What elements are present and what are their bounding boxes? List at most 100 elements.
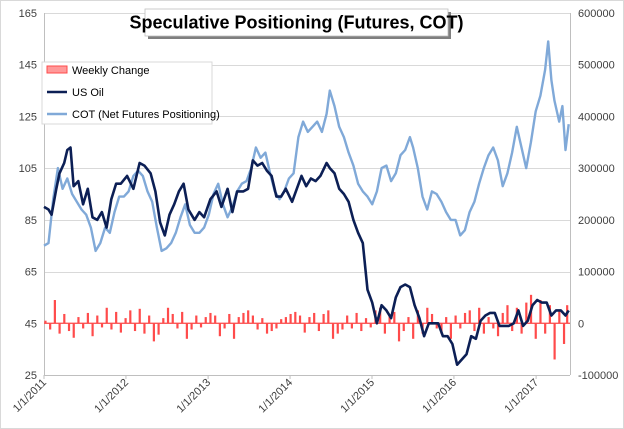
weekly-change-bar [105, 307, 108, 324]
weekly-change-bar [256, 323, 259, 330]
right-axis-tick-labels: -100000 0 100000 200000 300000 400000 500000 60… [578, 8, 618, 382]
left-tick-label: 105 [19, 163, 37, 175]
weekly-change-bar [242, 312, 245, 324]
weekly-change-bar [284, 317, 287, 324]
weekly-change-bar [148, 315, 151, 324]
weekly-change-bar [454, 315, 457, 324]
weekly-change-bar [166, 307, 170, 324]
weekly-change-bar [129, 310, 132, 324]
left-tick-label: 25 [25, 370, 37, 382]
weekly-change-bar [237, 317, 240, 324]
weekly-change-bar [435, 323, 438, 329]
weekly-change-bar [171, 313, 174, 324]
right-tick-label: 200000 [578, 215, 615, 227]
weekly-change-bar [223, 323, 226, 329]
us-oil-line [43, 146, 570, 366]
weekly-change-bar [86, 312, 89, 324]
weekly-change-bar [327, 310, 330, 324]
weekly-change-bar [82, 323, 85, 329]
weekly-change-bar [185, 323, 188, 339]
weekly-change-bar [265, 323, 269, 334]
weekly-change-bar [157, 323, 160, 335]
weekly-change-bar [275, 323, 278, 329]
weekly-change-bar [303, 323, 306, 333]
weekly-change-bar [369, 323, 372, 328]
chart-title: Speculative Positioning (Futures, COT) [129, 13, 463, 33]
weekly-change-bar [110, 323, 113, 330]
weekly-change-bar [152, 323, 155, 342]
weekly-change-bar [473, 323, 476, 332]
left-tick-label: 65 [25, 267, 37, 279]
weekly-change-bar [317, 323, 320, 332]
weekly-change-bar [544, 323, 547, 334]
weekly-change-bar [388, 315, 391, 324]
left-tick-label: 85 [25, 215, 37, 227]
weekly-change-bar [496, 323, 500, 337]
weekly-change-bar [308, 317, 311, 324]
weekly-change-bar [63, 313, 66, 324]
weekly-change-bar [430, 313, 434, 324]
weekly-change-bar [58, 323, 61, 334]
weekly-change-bar [562, 323, 566, 344]
weekly-change-bar [346, 315, 349, 324]
weekly-change-bar [539, 300, 542, 324]
weekly-change-bar [313, 312, 316, 324]
weekly-change-bar [364, 318, 368, 324]
weekly-change-bar [492, 323, 495, 329]
weekly-change-bar [397, 323, 401, 342]
weekly-change-bar [407, 317, 410, 324]
weekly-change-bar [445, 317, 448, 324]
right-tick-label: 400000 [578, 111, 615, 123]
weekly-change-bar [520, 323, 523, 334]
weekly-change-bar [558, 310, 561, 324]
right-tick-label: -100000 [578, 370, 618, 382]
weekly-change-bar [176, 323, 179, 329]
weekly-change-bar [190, 323, 193, 330]
weekly-change-bar [96, 315, 99, 324]
left-tick-label: 165 [19, 8, 37, 20]
weekly-change-bar [199, 323, 203, 328]
weekly-change-bar [553, 323, 556, 360]
legend-label: COT (Net Futures Positioning) [72, 109, 220, 121]
weekly-change-bar [228, 313, 231, 324]
weekly-change-bar [72, 323, 75, 338]
legend-swatch-weekly-change [46, 65, 68, 74]
weekly-change-bar [119, 323, 122, 333]
weekly-change-bar [247, 310, 250, 324]
weekly-change-bar [459, 323, 462, 329]
weekly-change-bar [204, 317, 207, 324]
weekly-change-bar [482, 323, 485, 334]
weekly-change-bar [449, 323, 452, 339]
weekly-change-bar [331, 323, 335, 339]
weekly-change-bar [534, 323, 537, 339]
weekly-change-bar [270, 323, 273, 332]
weekly-change-bar [261, 318, 264, 324]
weekly-change-bar [218, 323, 221, 337]
weekly-change-bar [251, 315, 254, 324]
left-tick-label: 125 [19, 111, 37, 123]
right-tick-label: 100000 [578, 267, 615, 279]
weekly-change-bar [115, 311, 118, 324]
right-tick-label: 0 [578, 318, 584, 330]
weekly-change-bar [232, 323, 236, 339]
weekly-change-bar [143, 323, 146, 334]
legend-label: Weekly Change [72, 65, 149, 77]
weekly-change-bar [393, 311, 396, 324]
weekly-change-bar [412, 323, 415, 339]
weekly-change-bar [350, 323, 353, 329]
cot-net-positioning-line [43, 40, 570, 253]
weekly-change-bar [506, 305, 509, 324]
weekly-change-bar [289, 313, 292, 324]
left-tick-label: 45 [25, 318, 37, 330]
weekly-change-bar [77, 317, 80, 324]
weekly-change-bar [511, 323, 514, 332]
weekly-change-bar [162, 318, 165, 324]
weekly-change-bar [209, 312, 212, 324]
weekly-change-bar [402, 323, 405, 332]
weekly-change-bar [195, 315, 198, 324]
weekly-change-bar [53, 300, 56, 324]
weekly-change-bar [100, 323, 104, 328]
weekly-change-bar [426, 307, 429, 324]
weekly-change-bar [181, 311, 184, 324]
